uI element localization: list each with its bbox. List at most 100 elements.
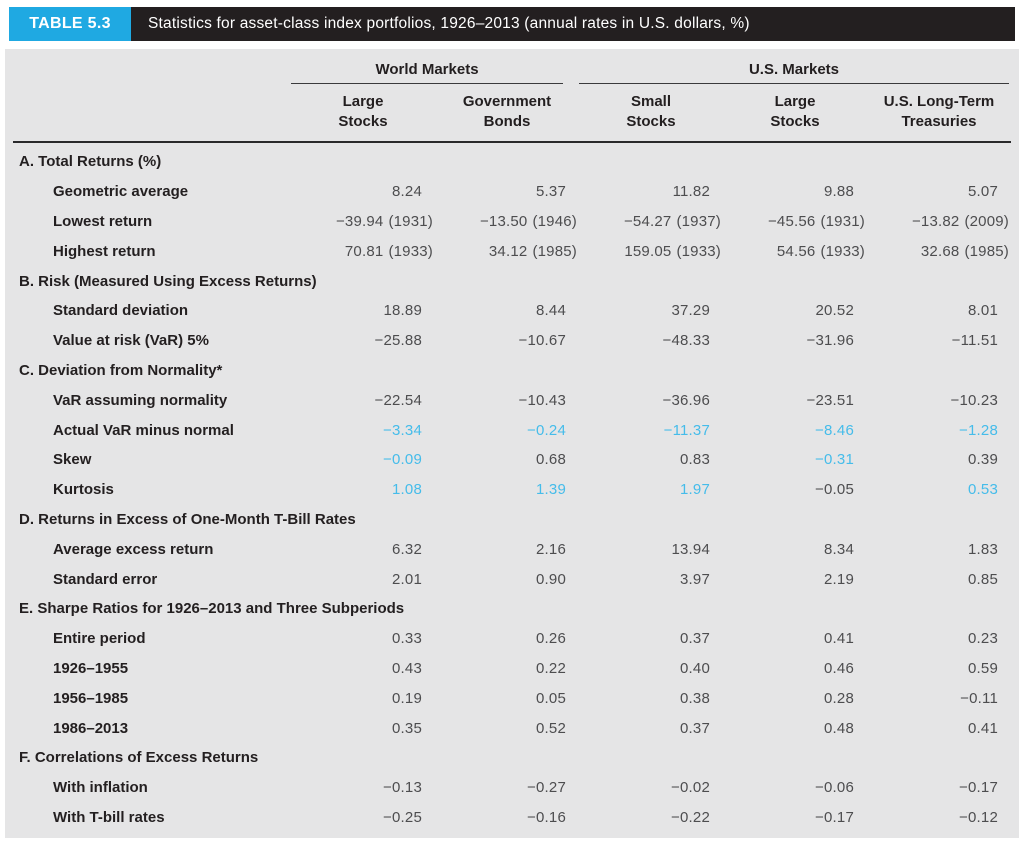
- spacer-cell: [13, 61, 291, 84]
- section-title: B. Risk (Measured Using Excess Returns): [19, 272, 317, 290]
- cell-value: −22.54: [374, 391, 422, 409]
- data-cell: 8.34: [723, 541, 867, 558]
- cell-value: 8.24: [392, 183, 422, 201]
- data-cell: −11.37: [579, 422, 723, 439]
- cell-value: 54.56: [776, 242, 816, 260]
- cell-year: (1946): [532, 212, 577, 230]
- data-cell: 0.19: [291, 690, 435, 707]
- table-row: Standard error 2.01 0.90 3.97 2.19 0.85: [13, 564, 1011, 594]
- data-cell: −0.05: [723, 481, 867, 498]
- table-row: With inflation −0.13 −0.27 −0.02 −0.06 −0.17: [13, 773, 1011, 803]
- data-cell: 0.40: [579, 660, 723, 677]
- data-cell: 0.38: [579, 690, 723, 707]
- cell-year: (2009): [964, 212, 1009, 230]
- section-header-row: C. Deviation from Normality*: [13, 356, 1011, 386]
- cell-value: 2.19: [824, 570, 854, 588]
- row-label: Standard deviation: [53, 302, 189, 320]
- data-cell: 8.24: [291, 183, 435, 200]
- section-title: F. Correlations of Excess Returns: [19, 749, 259, 767]
- column-header-us-large-stocks: Large Stocks: [770, 93, 820, 130]
- row-label: 1956–1985: [53, 689, 129, 707]
- table-row: Actual VaR minus normal −3.34 −0.24 −11.37 −…: [13, 415, 1011, 445]
- data-cell: 2.01: [291, 571, 435, 588]
- cell-value: 2.01: [392, 570, 422, 588]
- cell-value: −0.17: [815, 808, 854, 826]
- cell-value: −0.05: [815, 481, 854, 499]
- row-label: Skew: [53, 451, 92, 469]
- table-row: Lowest return −39.94 (1931) −13.50 (1946) −54…: [13, 207, 1011, 237]
- data-cell: −48.33: [579, 332, 723, 349]
- row-label: 1926–1955: [53, 659, 129, 677]
- data-cell: −0.16: [435, 809, 579, 826]
- cell-value: −13.50: [479, 212, 528, 230]
- data-cell: −0.17: [867, 779, 1011, 796]
- cell-value: 13.94: [671, 540, 710, 558]
- row-label: Entire period: [53, 630, 146, 648]
- table-row: Geometric average 8.24 5.37 11.82 9.88 5.07: [13, 177, 1011, 207]
- table-row: Entire period 0.33 0.26 0.37 0.41 0.23: [13, 624, 1011, 654]
- data-cell: 0.23: [867, 630, 1011, 647]
- cell-value: −0.25: [383, 808, 422, 826]
- data-cell: 0.85: [867, 571, 1011, 588]
- cell-value: −0.31: [815, 451, 854, 469]
- cell-value: 0.85: [968, 570, 998, 588]
- data-cell: 9.88: [723, 183, 867, 200]
- cell-value: 0.39: [968, 451, 998, 469]
- row-label: Value at risk (VaR) 5%: [53, 332, 209, 350]
- data-cell: 2.19: [723, 571, 867, 588]
- table-row: 1956–1985 0.19 0.05 0.38 0.28 −0.11: [13, 683, 1011, 713]
- data-cell: 13.94: [579, 541, 723, 558]
- cell-value: 0.26: [536, 630, 566, 648]
- data-cell: −0.17: [723, 809, 867, 826]
- data-cell: −0.22: [579, 809, 723, 826]
- cell-value: −10.43: [518, 391, 566, 409]
- cell-value: −11.37: [663, 421, 710, 439]
- cell-value: 70.81: [344, 242, 384, 260]
- section-header-row: E. Sharpe Ratios for 1926–2013 and Three…: [13, 594, 1011, 624]
- cell-value: −0.02: [671, 779, 710, 797]
- cell-value: 0.05: [536, 689, 566, 707]
- section-header-row: D. Returns in Excess of One-Month T-Bill…: [13, 505, 1011, 535]
- cell-value: −36.96: [662, 391, 710, 409]
- cell-value: 2.16: [536, 540, 566, 558]
- data-cell: 0.39: [867, 451, 1011, 468]
- spacer-cell: [13, 92, 291, 132]
- data-cell: 1.83: [867, 541, 1011, 558]
- column-group-world-markets: World Markets: [291, 61, 563, 84]
- table-row: 1986–2013 0.35 0.52 0.37 0.48 0.41: [13, 713, 1011, 743]
- cell-year: (1985): [532, 242, 577, 260]
- cell-value: 5.07: [968, 183, 998, 201]
- data-cell: 1.08: [291, 481, 435, 498]
- row-label: With T-bill rates: [53, 808, 165, 826]
- section-header-row: B. Risk (Measured Using Excess Returns): [13, 266, 1011, 296]
- data-cell: 1.97: [579, 481, 723, 498]
- table-row: Highest return 70.81 (1933) 34.12 (1985) 159.…: [13, 236, 1011, 266]
- data-cell: 5.07: [867, 183, 1011, 200]
- cell-value: 8.44: [536, 302, 566, 320]
- data-cell: 0.46: [723, 660, 867, 677]
- cell-value: −25.88: [374, 332, 422, 350]
- row-label: Average excess return: [53, 540, 214, 558]
- cell-value: 0.33: [392, 630, 422, 648]
- data-cell: 8.44: [435, 302, 579, 319]
- cell-value: 18.89: [383, 302, 422, 320]
- data-cell: −11.51: [867, 332, 1011, 349]
- cell-value: 0.41: [824, 630, 854, 648]
- cell-value: −0.11: [960, 689, 998, 707]
- row-label: Actual VaR minus normal: [53, 421, 234, 439]
- cell-value: 0.38: [680, 689, 710, 707]
- data-cell: 1.39: [435, 481, 579, 498]
- cell-value: −23.51: [806, 391, 854, 409]
- cell-value: −0.24: [527, 421, 566, 439]
- column-group-header-row: World Markets U.S. Markets: [13, 61, 1011, 84]
- cell-value: 0.90: [536, 570, 566, 588]
- cell-value: −0.06: [815, 779, 854, 797]
- data-cell: −0.13: [291, 779, 435, 796]
- data-cell: 3.97: [579, 571, 723, 588]
- row-label: With inflation: [53, 779, 148, 797]
- data-cell: −22.54: [291, 392, 435, 409]
- table-row: VaR assuming normality −22.54 −10.43 −36.96…: [13, 385, 1011, 415]
- data-cell: −45.56 (1931): [723, 213, 867, 230]
- cell-value: 0.83: [680, 451, 710, 469]
- cell-value: 0.43: [392, 659, 422, 677]
